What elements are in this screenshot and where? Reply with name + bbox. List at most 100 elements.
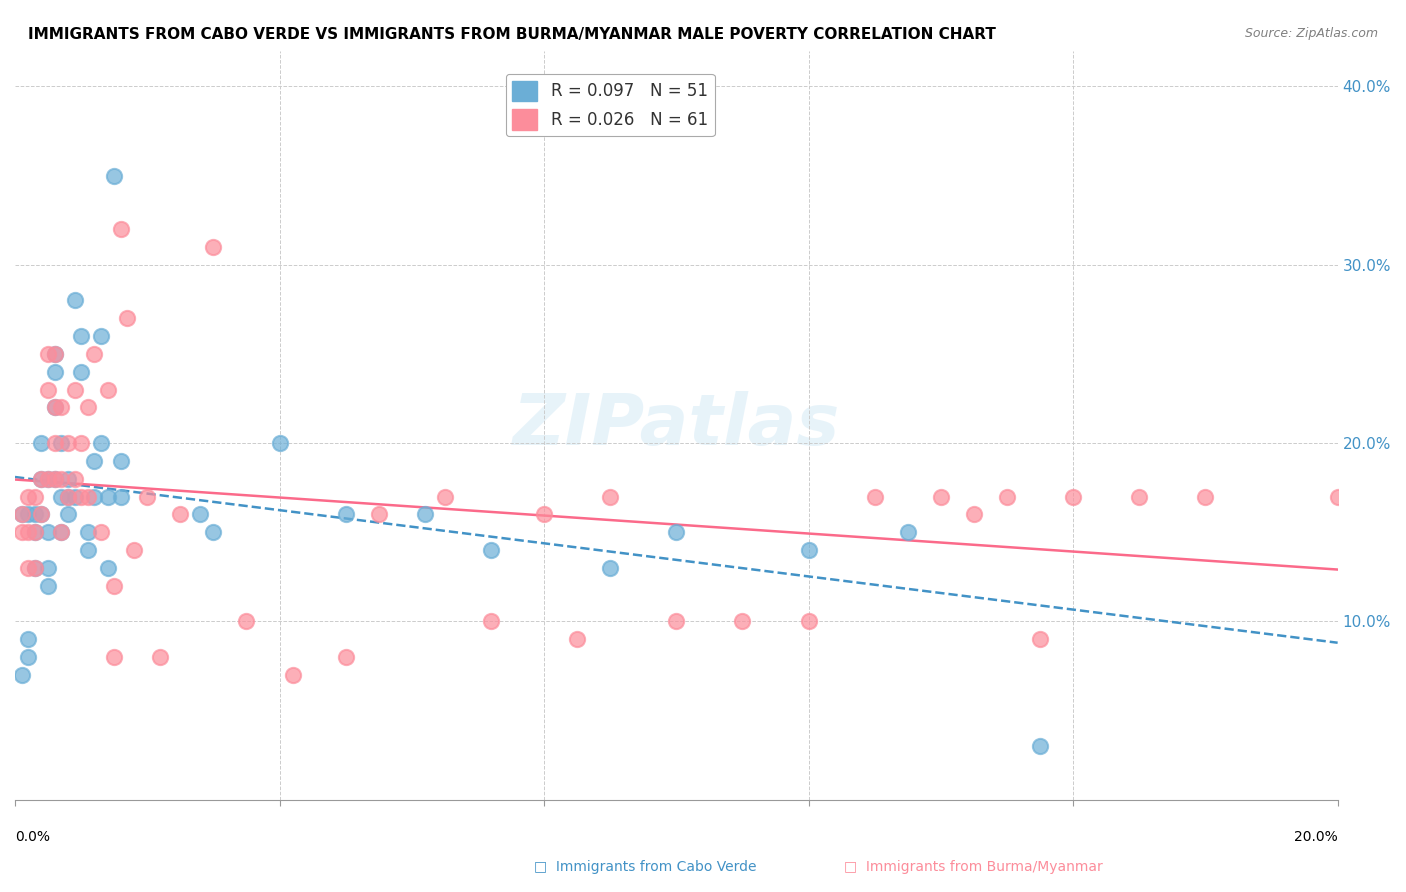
- Point: [37, 347, 59, 361]
- Point: [24, 525, 46, 540]
- Point: [56, 472, 79, 486]
- Text: □  Immigrants from Cabo Verde: □ Immigrants from Cabo Verde: [534, 860, 756, 874]
- Point: [30, 436, 52, 450]
- Point: [188, 508, 211, 522]
- Point: [1128, 490, 1150, 504]
- Point: [51, 401, 73, 415]
- Point: [665, 525, 688, 540]
- Point: [599, 561, 621, 575]
- Point: [37, 579, 59, 593]
- Point: [44, 347, 66, 361]
- Point: [24, 525, 46, 540]
- Point: [24, 561, 46, 575]
- Point: [117, 311, 139, 326]
- Point: [10, 508, 32, 522]
- Point: [599, 490, 621, 504]
- Point: [169, 508, 191, 522]
- Point: [44, 365, 66, 379]
- Point: [37, 472, 59, 486]
- Point: [10, 525, 32, 540]
- Point: [103, 579, 125, 593]
- Point: [797, 615, 820, 629]
- Text: 0.0%: 0.0%: [15, 830, 51, 844]
- Point: [63, 472, 86, 486]
- Point: [51, 436, 73, 450]
- Point: [70, 365, 93, 379]
- Point: [995, 490, 1018, 504]
- Point: [367, 508, 389, 522]
- Point: [30, 472, 52, 486]
- Point: [51, 490, 73, 504]
- Point: [110, 490, 132, 504]
- Point: [565, 632, 588, 647]
- Point: [533, 508, 555, 522]
- Point: [56, 490, 79, 504]
- Point: [83, 490, 105, 504]
- Point: [37, 472, 59, 486]
- Point: [44, 401, 66, 415]
- Point: [76, 525, 98, 540]
- Point: [44, 472, 66, 486]
- Point: [17, 508, 39, 522]
- Point: [136, 490, 159, 504]
- Point: [103, 169, 125, 183]
- Point: [30, 508, 52, 522]
- Point: [863, 490, 886, 504]
- Point: [30, 508, 52, 522]
- Point: [56, 436, 79, 450]
- Point: [797, 543, 820, 558]
- Text: IMMIGRANTS FROM CABO VERDE VS IMMIGRANTS FROM BURMA/MYANMAR MALE POVERTY CORRELA: IMMIGRANTS FROM CABO VERDE VS IMMIGRANTS…: [28, 27, 995, 42]
- Point: [37, 383, 59, 397]
- Point: [90, 525, 112, 540]
- Point: [37, 561, 59, 575]
- Point: [24, 561, 46, 575]
- Point: [56, 490, 79, 504]
- Point: [17, 561, 39, 575]
- Point: [56, 508, 79, 522]
- Point: [335, 650, 357, 665]
- Point: [17, 525, 39, 540]
- Point: [1029, 632, 1052, 647]
- Point: [83, 454, 105, 468]
- Text: Source: ZipAtlas.com: Source: ZipAtlas.com: [1244, 27, 1378, 40]
- Text: 20.0%: 20.0%: [1294, 830, 1337, 844]
- Point: [479, 615, 502, 629]
- Text: ZIPatlas: ZIPatlas: [513, 391, 839, 459]
- Point: [44, 436, 66, 450]
- Point: [235, 615, 257, 629]
- Point: [149, 650, 172, 665]
- Point: [1194, 490, 1216, 504]
- Point: [1326, 490, 1348, 504]
- Point: [90, 436, 112, 450]
- Point: [70, 436, 93, 450]
- Point: [10, 508, 32, 522]
- Point: [44, 472, 66, 486]
- Point: [479, 543, 502, 558]
- Point: [110, 222, 132, 236]
- Point: [17, 490, 39, 504]
- Text: □  Immigrants from Burma/Myanmar: □ Immigrants from Burma/Myanmar: [844, 860, 1102, 874]
- Point: [202, 525, 225, 540]
- Point: [70, 329, 93, 343]
- Point: [30, 472, 52, 486]
- Point: [83, 347, 105, 361]
- Point: [51, 525, 73, 540]
- Point: [63, 293, 86, 308]
- Point: [281, 668, 304, 682]
- Point: [665, 615, 688, 629]
- Point: [110, 454, 132, 468]
- Point: [90, 329, 112, 343]
- Point: [103, 650, 125, 665]
- Point: [929, 490, 952, 504]
- Point: [1062, 490, 1084, 504]
- Point: [63, 490, 86, 504]
- Point: [10, 668, 32, 682]
- Point: [51, 472, 73, 486]
- Point: [97, 490, 120, 504]
- Legend: R = 0.097   N = 51, R = 0.026   N = 61: R = 0.097 N = 51, R = 0.026 N = 61: [506, 74, 714, 136]
- Point: [37, 525, 59, 540]
- Point: [433, 490, 456, 504]
- Point: [76, 490, 98, 504]
- Point: [1029, 739, 1052, 754]
- Point: [63, 383, 86, 397]
